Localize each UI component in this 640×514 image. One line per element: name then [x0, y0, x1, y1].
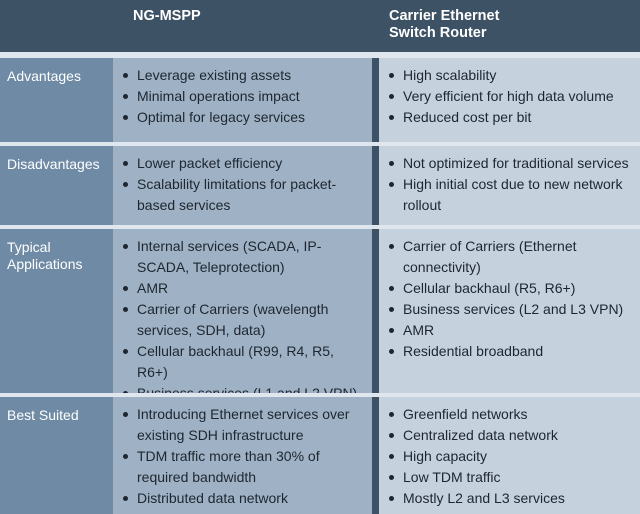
- row-label-disadvantages: Disadvantages: [0, 146, 113, 225]
- list-item: TDM traffic more than 30% of required ba…: [121, 446, 366, 488]
- list-item: Internal services (SCADA, IP-SCADA, Tele…: [121, 236, 366, 278]
- cell-advantages-ces-router: High scalability Very efficient for high…: [379, 58, 640, 142]
- row-label-advantages: Advantages: [0, 58, 113, 142]
- list-item: Minimal operations impact: [121, 86, 366, 107]
- list-item: AMR: [121, 278, 366, 299]
- row-label-text: Typical: [7, 239, 51, 255]
- cell-best-suited-ces-router: Greenfield networks Centralized data net…: [379, 397, 640, 514]
- row-label-best-suited: Best Suited: [0, 397, 113, 514]
- header-ng-mspp: NG-MSPP: [113, 0, 372, 52]
- header-corner: [0, 0, 113, 52]
- list-item: Not optimized for traditional services: [387, 153, 634, 174]
- column-gap: [372, 58, 379, 142]
- row-label-typical-applications: Typical Applications: [0, 229, 113, 393]
- cell-applications-ng-mspp: Internal services (SCADA, IP-SCADA, Tele…: [113, 229, 372, 393]
- list-item: Carrier of Carriers (wavelength services…: [121, 299, 366, 341]
- list-item: Low TDM traffic: [387, 467, 634, 488]
- row-label-text: Applications: [7, 256, 83, 272]
- list-item: Greenfield networks: [387, 404, 634, 425]
- cell-disadvantages-ng-mspp: Lower packet efficiency Scalability limi…: [113, 146, 372, 225]
- header-carrier-ethernet-line1: Carrier Ethernet: [389, 8, 500, 24]
- row-divider: [0, 142, 640, 146]
- cell-advantages-ng-mspp: Leverage existing assets Minimal operati…: [113, 58, 372, 142]
- list-item: High capacity: [387, 446, 634, 467]
- list-item: Scalability limitations for packet-based…: [121, 174, 366, 216]
- list-item: Business services (L2 and L3 VPN): [387, 299, 634, 320]
- row-divider: [0, 225, 640, 229]
- row-label-text: Advantages: [7, 68, 81, 84]
- cell-disadvantages-ces-router: Not optimized for traditional services H…: [379, 146, 640, 225]
- column-gap: [372, 146, 379, 225]
- list-item: Business services (L1 and L2 VPN): [121, 383, 366, 393]
- cell-best-suited-ng-mspp: Introducing Ethernet services over exist…: [113, 397, 372, 514]
- list-item: Residential broadband: [387, 341, 634, 362]
- list-item: Mostly L2 and L3 services: [387, 488, 634, 509]
- row-divider: [0, 393, 640, 397]
- cell-applications-ces-router: Carrier of Carriers (Ethernet connectivi…: [379, 229, 640, 393]
- list-item: Lower packet efficiency: [121, 153, 366, 174]
- list-item: High scalability: [387, 65, 634, 86]
- list-item: Carrier of Carriers (Ethernet connectivi…: [387, 236, 634, 278]
- list-item: Optimal for legacy services: [121, 107, 366, 128]
- list-item: AMR: [387, 320, 634, 341]
- list-item: Introducing Ethernet services over exist…: [121, 404, 366, 446]
- list-item: Very efficient for high data volume: [387, 86, 634, 107]
- header-carrier-ethernet: Carrier Ethernet Switch Router: [379, 0, 640, 52]
- list-item: Leverage existing assets: [121, 65, 366, 86]
- header-divider: [0, 52, 640, 58]
- column-gap: [372, 397, 379, 514]
- list-item: Cellular backhaul (R99, R4, R5, R6+): [121, 341, 366, 383]
- list-item: High initial cost due to new network rol…: [387, 174, 634, 216]
- list-item: Cellular backhaul (R5, R6+): [387, 278, 634, 299]
- row-label-text: Best Suited: [7, 407, 79, 423]
- list-item: Centralized data network: [387, 425, 634, 446]
- list-item: Distributed data network: [121, 488, 366, 509]
- list-item: Reduced cost per bit: [387, 107, 634, 128]
- header-carrier-ethernet-line2: Switch Router: [389, 25, 487, 41]
- row-label-text: Disadvantages: [7, 156, 100, 172]
- column-gap: [372, 229, 379, 393]
